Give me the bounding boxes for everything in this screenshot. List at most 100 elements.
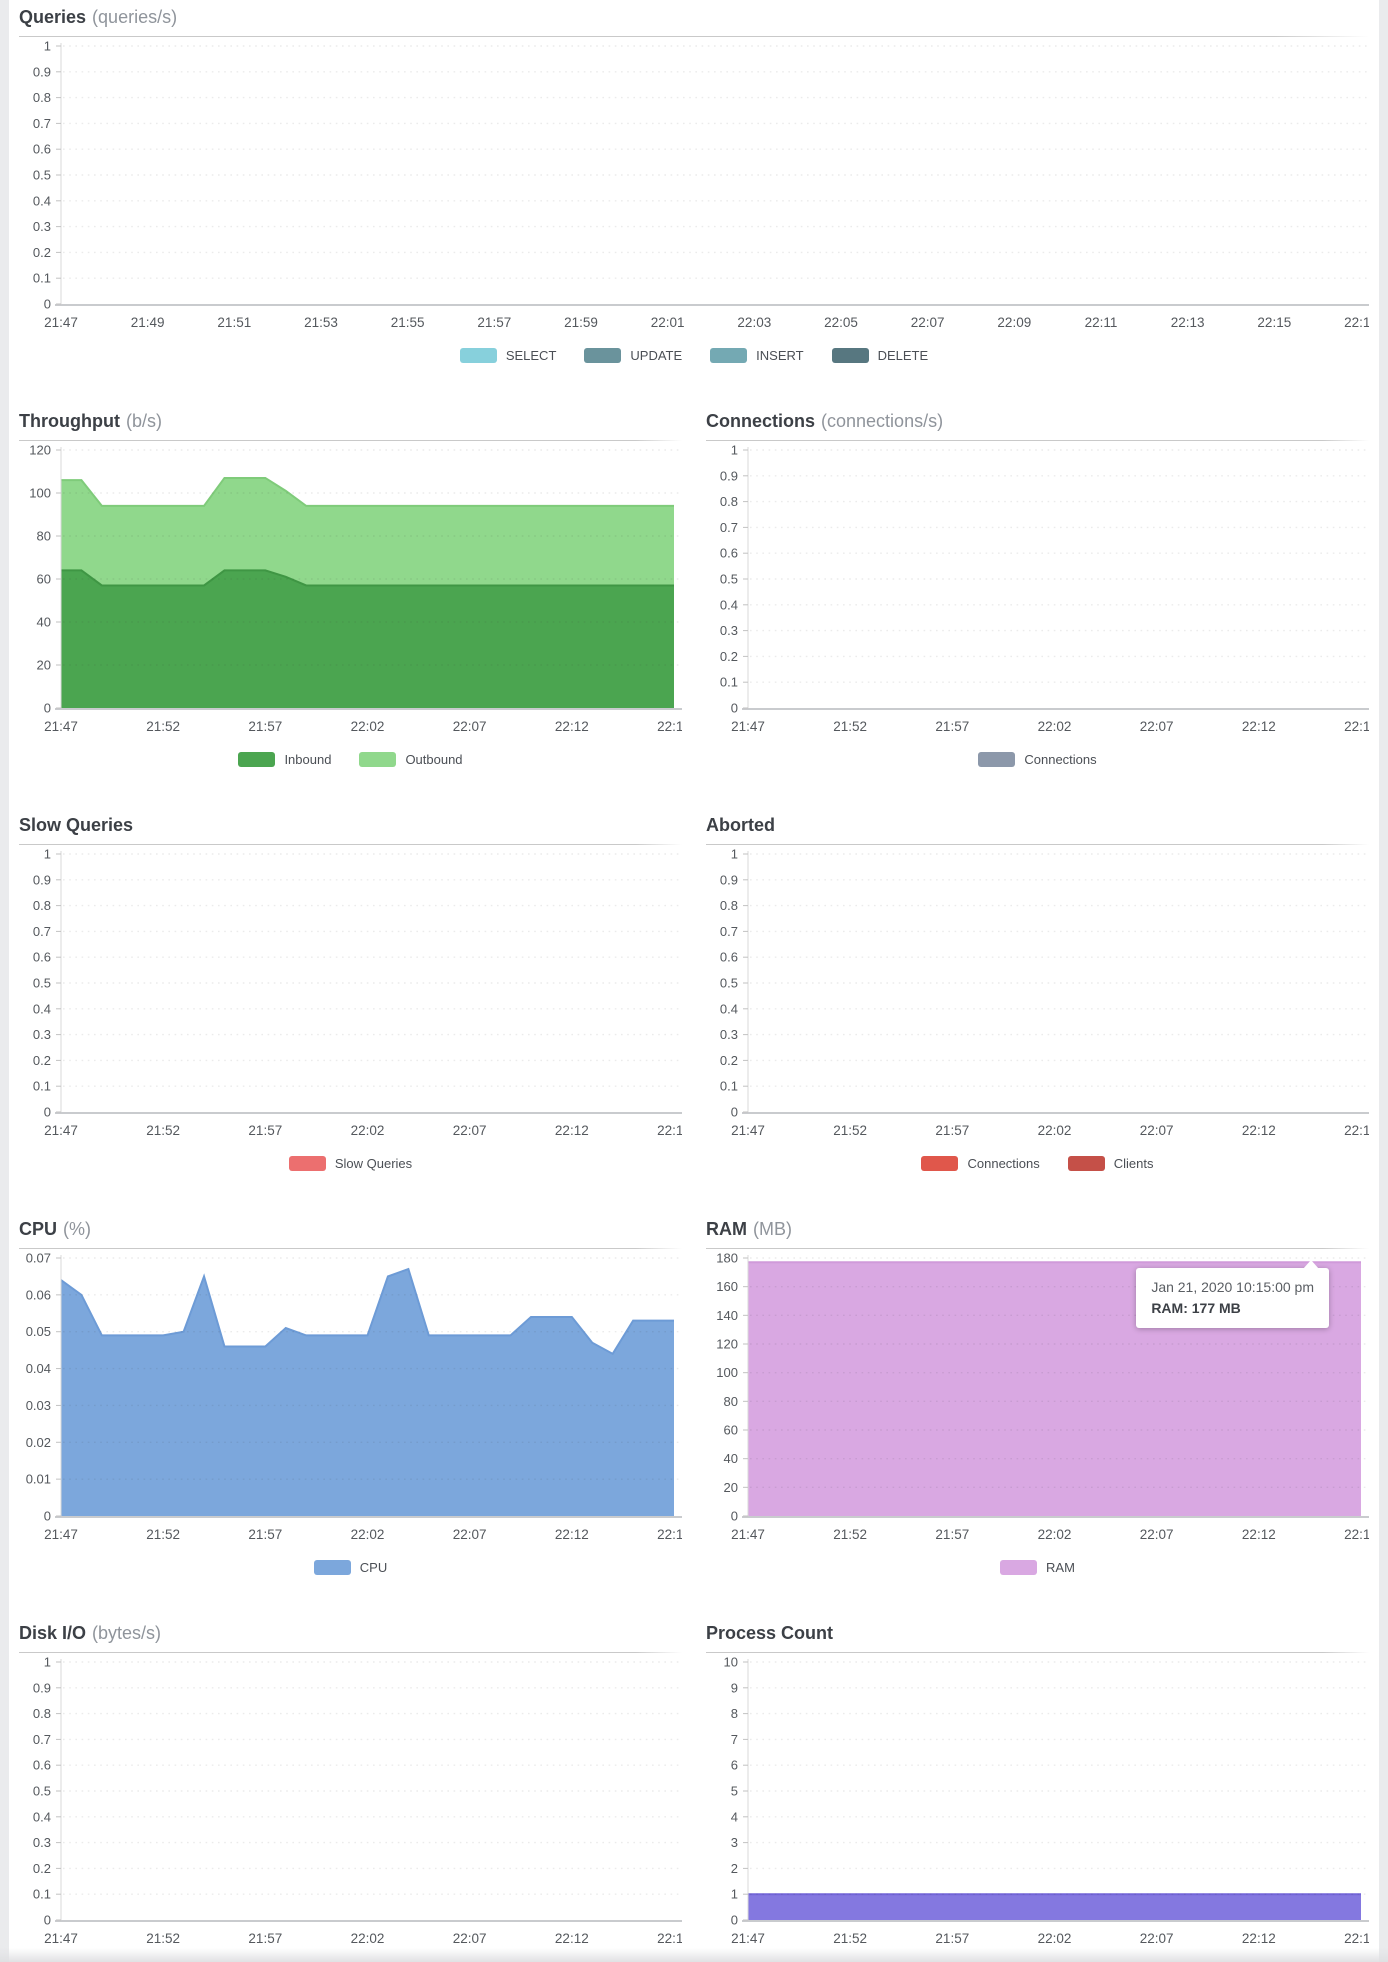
cpu-chart[interactable]: 0.07 0.06 0.05 0.04 0.03 0.02 0.01 0 21:47 21:52 2… — [19, 1251, 691, 1551]
y-tick-label: 0 — [731, 1105, 738, 1120]
legend-item-ram[interactable]: RAM — [1000, 1560, 1075, 1575]
x-tick-label: 22:17 — [1344, 1931, 1369, 1946]
row-slowqueries-aborted: Slow Queries 1 0.9 0.8 0.7 0.6 0.5 0.4 0.3 0.2 0.… — [19, 813, 1378, 1171]
legend-item-connections[interactable]: Connections — [978, 752, 1097, 767]
y-tick-label: 1 — [731, 444, 738, 458]
y-tick-label: 140 — [716, 1308, 738, 1323]
x-tick-label: 21:49 — [131, 315, 165, 330]
y-tick-label: 0.4 — [720, 597, 738, 612]
x-tick-label: 22:07 — [453, 719, 487, 734]
aborted-chart[interactable]: 1 0.9 0.8 0.7 0.6 0.5 0.4 0.3 0.2 0.1 0 21:47 21:52 2… — [706, 847, 1378, 1147]
cpu-canvas: 0.07 0.06 0.05 0.04 0.03 0.02 0.01 0 21:47 21:52 2… — [26, 1251, 691, 1543]
x-tick-label: 22:07 — [453, 1527, 487, 1542]
y-tick-label: 0 — [44, 1913, 51, 1928]
y-tick-label: 1 — [731, 1887, 738, 1902]
y-tick-label: 0.4 — [720, 1001, 738, 1016]
x-tick-label: 21:53 — [304, 315, 338, 330]
y-tick-label: 0.01 — [26, 1472, 51, 1487]
queries-legend: SELECT UPDATE INSERT DELETE — [19, 348, 1369, 363]
x-tick-label: 22:07 — [1140, 1123, 1174, 1138]
y-tick-label: 0.04 — [26, 1361, 51, 1376]
title-divider — [19, 1652, 682, 1653]
y-tick-label: 6 — [731, 1758, 738, 1773]
legend-swatch — [1067, 1156, 1105, 1171]
legend-item-cpu[interactable]: CPU — [313, 1560, 387, 1575]
y-tick-label: 0.8 — [720, 898, 738, 913]
x-tick-label: 22:07 — [1140, 1527, 1174, 1542]
y-tick-label: 5 — [731, 1784, 738, 1799]
chart-title-aborted: Aborted — [706, 813, 1369, 837]
chart-title-unit: (queries/s) — [92, 7, 178, 27]
y-tick-label: 0.03 — [26, 1398, 51, 1413]
connections-chart[interactable]: 1 0.9 0.8 0.7 0.6 0.5 0.4 0.3 0.2 0.1 0 21:47 21:52 2… — [706, 443, 1378, 743]
y-tick-label: 1 — [44, 40, 51, 54]
y-tick-label: 0.7 — [720, 520, 738, 535]
legend-item-insert[interactable]: INSERT — [710, 348, 804, 363]
legend-item-update[interactable]: UPDATE — [584, 348, 682, 363]
legend-label: UPDATE — [630, 348, 683, 363]
x-tick-label: 21:47 — [731, 1123, 765, 1138]
y-tick-label: 0.7 — [720, 924, 738, 939]
x-tick-label: 22:17 — [657, 719, 682, 734]
legend-item-select[interactable]: SELECT — [459, 348, 556, 363]
chart-title-text: CPU — [19, 1219, 58, 1239]
y-tick-label: 0.9 — [33, 1680, 51, 1695]
y-tick-label: 0.4 — [33, 1809, 51, 1824]
row-diskio-processcount: Disk I/O (bytes/s) 1 0.9 0.8 0.7 0.6 0.5 0.4 0.3… — [19, 1621, 1378, 1962]
y-tick-label: 0 — [44, 701, 51, 716]
queries-chart[interactable]: 1 0.9 0.8 0.7 0.6 0.5 0.4 0.3 0.2 0.1 0 21:47 21:49 2… — [19, 39, 1378, 339]
legend-item-outbound[interactable]: Outbound — [359, 752, 463, 767]
y-tick-label: 0.9 — [33, 872, 51, 887]
slow-queries-legend: Slow Queries — [19, 1156, 682, 1171]
legend-item-delete[interactable]: DELETE — [831, 348, 928, 363]
legend-swatch — [921, 1156, 959, 1171]
y-tick-label: 0.7 — [33, 924, 51, 939]
disk-io-chart[interactable]: 1 0.9 0.8 0.7 0.6 0.5 0.4 0.3 0.2 0.1 0 21:47 21:52 2… — [19, 1655, 691, 1955]
x-tick-label: 21:52 — [146, 1527, 180, 1542]
y-tick-label: 0.06 — [26, 1287, 51, 1302]
y-tick-label: 0.3 — [33, 1835, 51, 1850]
legend-item-slow-queries[interactable]: Slow Queries — [288, 1156, 412, 1171]
y-tick-label: 0.3 — [33, 219, 51, 234]
chart-title-throughput: Throughput (b/s) — [19, 409, 682, 433]
y-tick-label: 0 — [731, 1509, 738, 1524]
x-tick-label: 21:47 — [44, 719, 78, 734]
legend-swatch — [459, 348, 497, 363]
chart-title-slow-queries: Slow Queries — [19, 813, 682, 837]
x-tick-label: 22:07 — [1140, 1931, 1174, 1946]
legend-swatch — [978, 752, 1016, 767]
x-tick-label: 22:02 — [351, 1931, 385, 1946]
chart-title-text: Queries — [19, 7, 87, 27]
section-ram: RAM (MB) Jan 21, 2020 10:15:00 pm RAM: 17… — [706, 1217, 1378, 1575]
x-tick-label: 22:07 — [911, 315, 945, 330]
title-divider — [706, 440, 1369, 441]
y-tick-label: 0 — [44, 1509, 51, 1524]
y-tick-label: 8 — [731, 1706, 738, 1721]
legend-item-clients[interactable]: Clients — [1067, 1156, 1154, 1171]
x-tick-label: 22:07 — [453, 1123, 487, 1138]
legend-swatch — [831, 348, 869, 363]
y-tick-label: 20 — [37, 658, 51, 673]
throughput-legend: Inbound Outbound — [19, 752, 682, 767]
y-tick-label: 0.9 — [720, 872, 738, 887]
legend-item-inbound[interactable]: Inbound — [238, 752, 331, 767]
queries-canvas: 1 0.9 0.8 0.7 0.6 0.5 0.4 0.3 0.2 0.1 0 21:47 21:49 2… — [33, 39, 1378, 331]
x-tick-label: 22:12 — [1242, 1123, 1276, 1138]
legend-label: RAM — [1046, 1560, 1075, 1575]
title-divider — [19, 1248, 682, 1249]
title-divider — [706, 844, 1369, 845]
y-tick-label: 0.1 — [33, 271, 51, 286]
legend-item-connections[interactable]: Connections — [921, 1156, 1040, 1171]
y-tick-label: 40 — [724, 1451, 738, 1466]
y-tick-label: 180 — [716, 1252, 738, 1266]
slow-queries-chart[interactable]: 1 0.9 0.8 0.7 0.6 0.5 0.4 0.3 0.2 0.1 0 21:47 21:52 2… — [19, 847, 691, 1147]
throughput-chart[interactable]: 120 100 80 60 40 20 0 21:47 21:52 21:57 22:02 22:07… — [19, 443, 691, 743]
x-tick-label: 21:57 — [248, 1527, 282, 1542]
y-tick-label: 2 — [731, 1861, 738, 1876]
x-tick-label: 22:12 — [555, 1123, 589, 1138]
x-tick-label: 22:02 — [1038, 1527, 1072, 1542]
ram-chart[interactable]: Jan 21, 2020 10:15:00 pm RAM: 177 MB 180… — [706, 1251, 1378, 1551]
x-tick-label: 22:07 — [453, 1931, 487, 1946]
x-tick-label: 21:57 — [935, 719, 969, 734]
process-count-chart[interactable]: 10 9 8 7 6 5 4 3 2 1 0 21:47 21:52 21:57 22:02 22:07 22:… — [706, 1655, 1378, 1955]
